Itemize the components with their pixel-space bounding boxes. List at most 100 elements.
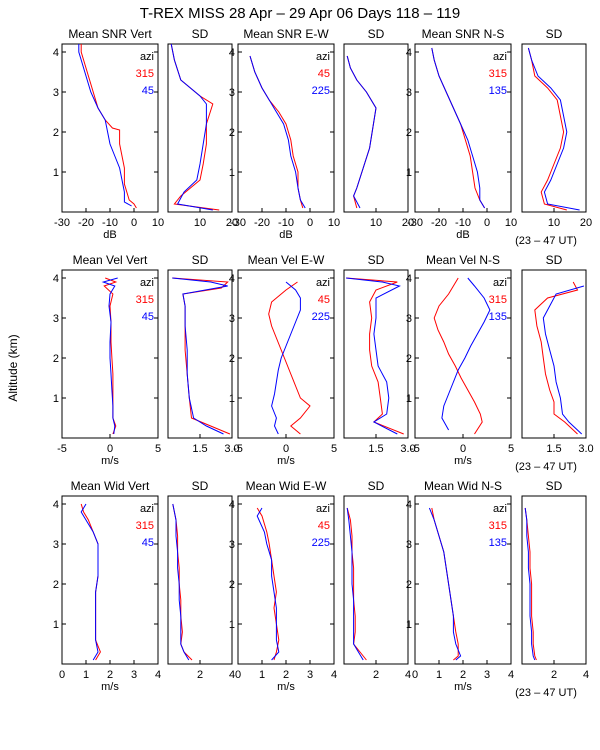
panel-7: Mean Vel Vert 1 2 3 4 -5 0 5 m/s azi 315 45 xyxy=(53,253,161,467)
y-tick-label: 1 xyxy=(53,393,59,405)
series-line-315 xyxy=(170,43,220,211)
legend-entry: 135 xyxy=(489,537,507,549)
x-tick-label: -20 xyxy=(78,217,94,229)
series-line-135 xyxy=(542,285,585,435)
x-tick-label: 4 xyxy=(583,669,589,681)
series-line-315 xyxy=(524,507,537,661)
x-tick-label: 2 xyxy=(197,669,203,681)
legend-entry: 45 xyxy=(142,537,154,549)
series-line-45 xyxy=(172,277,228,435)
panel-title: SD xyxy=(368,479,385,493)
y-tick-label: 3 xyxy=(53,313,59,325)
x-axis-label: m/s xyxy=(277,455,295,467)
y-tick-label: 3 xyxy=(53,539,59,551)
x-tick-label: 1.5 xyxy=(368,443,383,455)
panel-2: SD 10 20 xyxy=(167,27,238,229)
legend-entry: 45 xyxy=(318,294,330,306)
panel-title: SD xyxy=(546,253,563,267)
series-line-135 xyxy=(428,507,462,661)
y-tick-label: 4 xyxy=(53,499,59,511)
panel-title: SD xyxy=(192,27,209,41)
y-tick-label: 3 xyxy=(53,87,59,99)
panel-title: SD xyxy=(368,253,385,267)
panel-title: Mean Wid N-S xyxy=(424,479,502,493)
series-line-45 xyxy=(172,503,190,661)
x-tick-label: 10 xyxy=(505,217,517,229)
series-line-315 xyxy=(431,47,486,209)
x-tick-label: 4 xyxy=(405,669,411,681)
legend-header: azi xyxy=(140,51,154,63)
x-tick-label: 1.5 xyxy=(192,443,207,455)
x-tick-label: 2 xyxy=(551,669,557,681)
x-tick-label: 0 xyxy=(412,669,418,681)
plot-frame xyxy=(167,269,233,439)
figure-title: T-REX MISS 28 Apr – 29 Apr 06 Days 118 –… xyxy=(140,5,460,22)
panel-11: Mean Vel N-S 1 2 3 4 -5 0 5 m/s azi 315 135 xyxy=(406,253,514,467)
x-tick-label: 3.0 xyxy=(578,443,593,455)
y-tick-label: 3 xyxy=(406,313,412,325)
legend-entry: 225 xyxy=(312,311,330,323)
y-tick-label: 2 xyxy=(53,127,59,139)
panel-5: Mean SNR N-S 1 2 3 4 -30 -20 -10 0 10 dB azi 315 135 xyxy=(406,27,517,241)
series-line-225 xyxy=(249,55,306,209)
series-line-135 xyxy=(431,47,486,209)
series-line-45 xyxy=(101,277,118,435)
x-tick-label: 3.0 xyxy=(224,443,239,455)
y-tick-label: 1 xyxy=(229,393,235,405)
legend-header: azi xyxy=(140,503,154,515)
x-tick-label: -20 xyxy=(254,217,270,229)
x-axis-label: m/s xyxy=(101,681,119,693)
series-line-225 xyxy=(346,55,377,209)
legend-entry: 135 xyxy=(489,85,507,97)
x-tick-label: 2 xyxy=(373,669,379,681)
x-tick-label: 10 xyxy=(194,217,206,229)
panel-8: SD 1.5 3.0 xyxy=(167,253,240,455)
x-tick-label: 0 xyxy=(131,217,137,229)
plot-frame xyxy=(521,43,587,213)
x-axis-label: m/s xyxy=(277,681,295,693)
y-tick-label: 3 xyxy=(406,87,412,99)
y-tick-label: 4 xyxy=(229,47,235,59)
panel-9: Mean Vel E-W 1 2 3 4 -5 0 5 m/s azi 45 225 xyxy=(229,253,337,467)
y-tick-label: 3 xyxy=(229,87,235,99)
x-axis-label: m/s xyxy=(454,681,472,693)
y-tick-label: 4 xyxy=(406,273,412,285)
x-tick-label: 10 xyxy=(548,217,560,229)
y-tick-label: 2 xyxy=(406,353,412,365)
legend-header: azi xyxy=(316,503,330,515)
x-tick-label: -20 xyxy=(431,217,447,229)
x-tick-label: 4 xyxy=(229,669,235,681)
y-axis-label: Altitude (km) xyxy=(6,334,20,401)
y-tick-label: 1 xyxy=(53,167,59,179)
series-line-45 xyxy=(80,503,99,661)
legend-entry: 315 xyxy=(136,294,154,306)
series-line-45 xyxy=(346,277,404,435)
x-tick-label: -10 xyxy=(102,217,118,229)
y-tick-label: 1 xyxy=(229,167,235,179)
x-tick-label: 0 xyxy=(59,669,65,681)
panel-title: Mean Vel N-S xyxy=(426,253,500,267)
panel-title: Mean Vel Vert xyxy=(73,253,148,267)
x-tick-label: -10 xyxy=(455,217,471,229)
plot-frame xyxy=(343,43,409,213)
panel-18: SD 2 4 (23 – 47 UT) xyxy=(515,479,589,699)
y-tick-label: 1 xyxy=(229,619,235,631)
panel-title: Mean Vel E-W xyxy=(248,253,325,267)
panel-16: SD 2 4 xyxy=(343,479,411,681)
series-line-135 xyxy=(441,277,491,431)
legend-entry: 225 xyxy=(312,85,330,97)
series-line-315 xyxy=(172,277,231,435)
panel-3: Mean SNR E-W 1 2 3 4 -30 -20 -10 0 10 dB azi 45 225 xyxy=(229,27,340,241)
y-tick-label: 1 xyxy=(406,167,412,179)
y-tick-label: 1 xyxy=(53,619,59,631)
series-line-45 xyxy=(78,44,132,207)
x-axis-label: m/s xyxy=(101,455,119,467)
series-line-135 xyxy=(527,47,580,211)
panel-title: SD xyxy=(546,27,563,41)
x-tick-label: 20 xyxy=(402,217,414,229)
legend-entry: 45 xyxy=(142,85,154,97)
legend-header: azi xyxy=(493,51,507,63)
legend-header: azi xyxy=(140,277,154,289)
series-line-315 xyxy=(433,277,483,435)
